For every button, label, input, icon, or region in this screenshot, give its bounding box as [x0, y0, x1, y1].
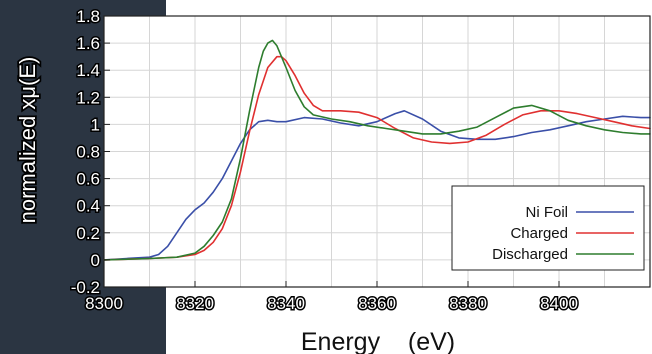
y-tick-label: 0.6 [76, 170, 100, 189]
y-tick-label: 0.2 [76, 224, 100, 243]
x-axis-label: Energy (eV) [301, 328, 455, 354]
x-tick-label: 8300 [85, 294, 123, 313]
y-tick-label: -0.2 [71, 278, 100, 297]
legend-box [451, 185, 645, 271]
x-tick-label: 8320 [176, 294, 214, 313]
y-tick-label: 1.6 [76, 34, 100, 53]
y-tick-label: 0.8 [76, 143, 100, 162]
y-tick-label: 0.4 [76, 197, 100, 216]
y-axis-label: normalized xμ(E) [15, 57, 40, 224]
legend: Ni Foil Charged Discharged [451, 185, 645, 271]
series-line-ni-foil [103, 110, 651, 261]
axis-ticks [103, 15, 560, 288]
series-line-discharged [103, 39, 651, 261]
y-tick-label: 1.2 [76, 88, 100, 107]
y-tick-label: 1 [91, 115, 100, 134]
x-tick-label: 8360 [358, 294, 396, 313]
x-tick-label: 8380 [449, 294, 487, 313]
x-tick-label: 8340 [267, 294, 305, 313]
y-tick-label: 0 [91, 251, 100, 270]
tick-labels: 8300 8320 8340 8360 8380 8400 -0.2 0 0.2 0.4 0.6 0.… [69, 6, 579, 315]
series-layer [103, 39, 651, 261]
y-tick-label: 1.8 [76, 7, 100, 26]
legend-label-ni-foil: Ni Foil [525, 204, 568, 221]
x-tick-label: 8400 [540, 294, 578, 313]
series-line-charged [103, 55, 651, 261]
legend-label-discharged: Discharged [492, 246, 568, 263]
y-tick-label: 1.4 [76, 61, 100, 80]
legend-label-charged: Charged [510, 225, 568, 242]
